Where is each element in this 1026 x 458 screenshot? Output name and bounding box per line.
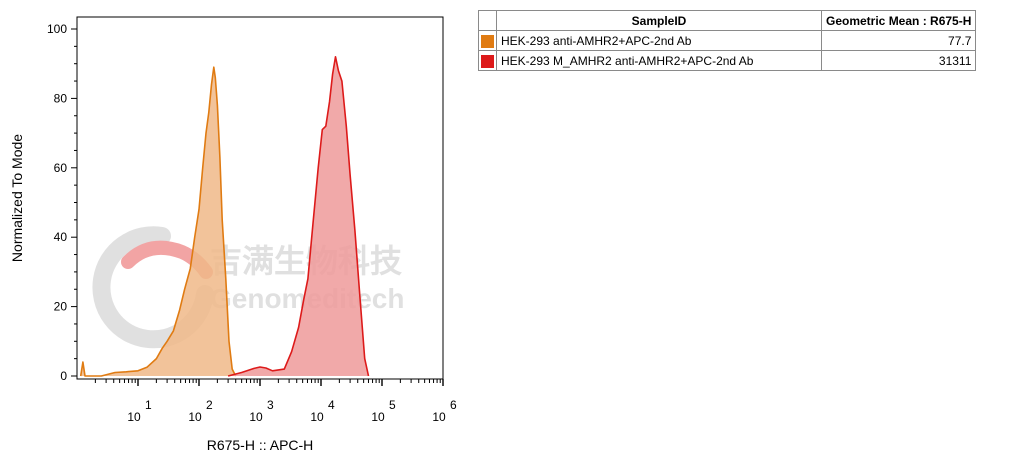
legend-geomean-value: 77.7 bbox=[820, 30, 977, 51]
legend-swatch-red bbox=[481, 54, 494, 68]
legend-sample-name: HEK-293 anti-AMHR2+APC-2nd Ab bbox=[496, 30, 822, 51]
x-axis-title: R675-H :: APC-H bbox=[207, 437, 314, 453]
y-axis-title: Normalized To Mode bbox=[9, 134, 25, 262]
legend-geomean-value: 31311 bbox=[820, 50, 977, 71]
legend-swatch-orange bbox=[481, 34, 494, 48]
x-tick-label: 10 bbox=[188, 410, 202, 424]
legend-row: HEK-293 anti-AMHR2+APC-2nd Ab 77.7 bbox=[478, 30, 977, 51]
x-tick-label: 10 bbox=[432, 410, 446, 424]
x-tick-label: 10 bbox=[249, 410, 263, 424]
series-line-1 bbox=[79, 66, 237, 377]
x-tick-exponent: 4 bbox=[328, 398, 335, 412]
y-axis: 0 20 40 60 80 100 bbox=[47, 22, 77, 383]
legend-header-row: SampleID Geometric Mean : R675-H bbox=[478, 10, 977, 31]
legend-row: HEK-293 M_AMHR2 anti-AMHR2+APC-2nd Ab 31… bbox=[478, 50, 977, 71]
y-tick-label: 20 bbox=[54, 300, 68, 314]
legend-header-sampleid: SampleID bbox=[496, 10, 822, 31]
x-tick-exponent: 3 bbox=[267, 398, 274, 412]
plot-areas bbox=[79, 56, 370, 377]
x-tick-exponent: 2 bbox=[206, 398, 213, 412]
legend-table: SampleID Geometric Mean : R675-H HEK-293… bbox=[478, 10, 977, 71]
legend-header-geomean: Geometric Mean : R675-H bbox=[820, 10, 977, 31]
legend-header-swatch bbox=[478, 10, 497, 31]
x-tick-exponent: 6 bbox=[450, 398, 457, 412]
legend-sample-name: HEK-293 M_AMHR2 anti-AMHR2+APC-2nd Ab bbox=[496, 50, 822, 71]
x-tick-label: 10 bbox=[127, 410, 141, 424]
y-tick-label: 100 bbox=[47, 22, 67, 36]
x-tick-exponent: 5 bbox=[389, 398, 396, 412]
y-tick-label: 0 bbox=[60, 369, 67, 383]
y-tick-label: 80 bbox=[54, 91, 68, 105]
series-line-2 bbox=[227, 56, 370, 377]
legend-swatch-cell bbox=[478, 30, 497, 51]
series-area-1 bbox=[80, 67, 236, 376]
x-tick-exponent: 1 bbox=[145, 398, 152, 412]
series-area-2 bbox=[228, 56, 369, 377]
y-tick-label: 60 bbox=[54, 161, 68, 175]
legend-swatch-cell bbox=[478, 50, 497, 71]
x-tick-label: 10 bbox=[371, 410, 385, 424]
y-tick-label: 40 bbox=[54, 230, 68, 244]
x-axis: 10 1 10 2 10 3 10 4 10 5 10 6 bbox=[94, 379, 457, 424]
watermark-cn-text: 吉满生物科技 bbox=[210, 243, 402, 279]
x-tick-label: 10 bbox=[310, 410, 324, 424]
